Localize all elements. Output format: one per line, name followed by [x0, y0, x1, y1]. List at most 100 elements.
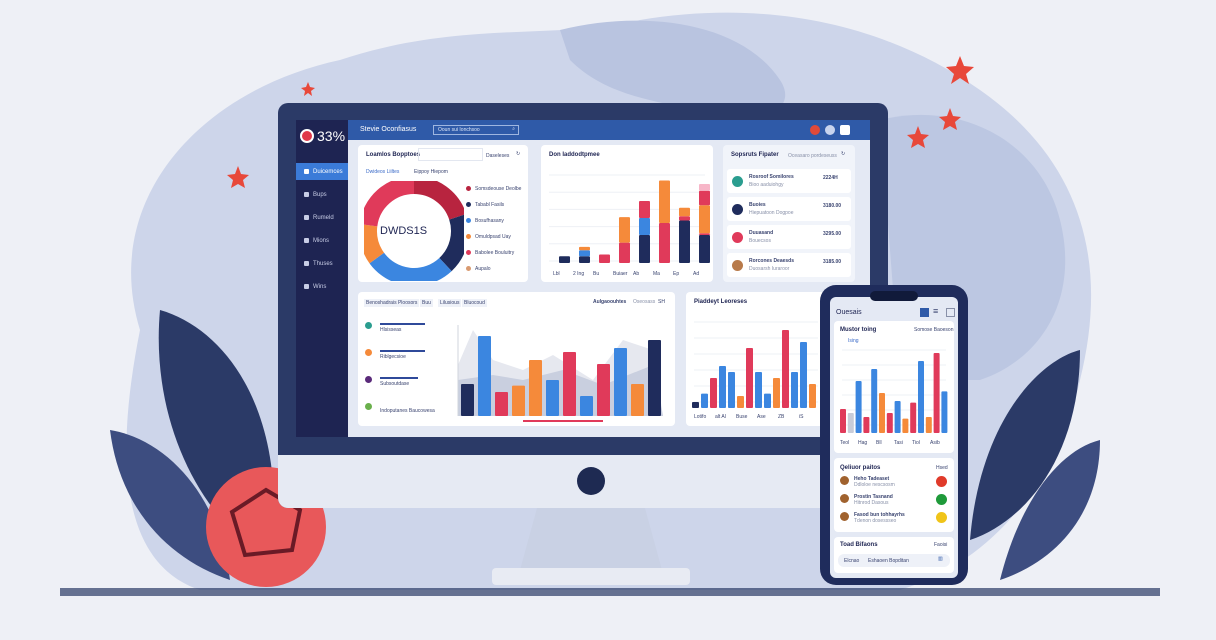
donut-chart: [364, 181, 464, 281]
legend-dot: [466, 250, 471, 255]
bar: [933, 353, 940, 433]
monitor-base: [492, 568, 690, 585]
bar: [631, 384, 644, 416]
app-logo: 33%: [300, 128, 345, 144]
refresh-icon[interactable]: ↻: [516, 151, 521, 157]
axis-label: Tasi: [894, 440, 903, 446]
bar: [791, 372, 798, 408]
footer-row[interactable]: Elcnao Eshaoen Bopditan ▥: [838, 554, 950, 567]
bar: [597, 364, 610, 416]
nav-icon: [304, 169, 309, 174]
nav-icon: [304, 215, 309, 220]
bar: [648, 340, 661, 416]
status-icon[interactable]: [936, 476, 947, 487]
sidebar-item[interactable]: Wins: [296, 278, 348, 295]
notification-icon[interactable]: [810, 125, 820, 135]
avatar: [732, 260, 743, 271]
search-icon: ⌕: [512, 126, 515, 132]
bar: [599, 254, 610, 263]
more-link[interactable]: Hsed: [936, 465, 948, 471]
stacked-bar-card: Don Iaddodtpmee Lbl 2 Ing Bu Buiaer Ab Ma Ep Ad: [541, 145, 713, 282]
avatar: [840, 494, 849, 503]
period-dropdown[interactable]: Somose Baoeson: [914, 327, 954, 333]
donut-input[interactable]: [418, 148, 483, 161]
tab[interactable]: Lilusious: [438, 299, 462, 307]
orders-card: Qeliuor paitos Hsed Heho Tadeaset Ddloloe…: [834, 458, 954, 532]
bar: [863, 417, 870, 433]
profile-icon[interactable]: [920, 308, 929, 317]
menu-icon[interactable]: ≡: [933, 306, 939, 316]
legend-dot: [466, 218, 471, 223]
avatar: [732, 232, 743, 243]
globe-icon[interactable]: [825, 125, 835, 135]
bar: [925, 417, 932, 433]
axis-label: Bll: [876, 440, 882, 446]
user-icon[interactable]: [840, 125, 850, 135]
settings-icon[interactable]: [946, 308, 955, 317]
bar: [719, 366, 726, 408]
bar: [701, 393, 708, 408]
bar: [692, 402, 699, 408]
bar: [478, 336, 491, 416]
bar: [639, 234, 650, 263]
bar: [710, 378, 717, 408]
status-icon[interactable]: [936, 512, 947, 523]
row-icon: [365, 349, 372, 356]
list-item[interactable]: Duuasand Bouecsos 3295.00: [727, 225, 851, 249]
tab[interactable]: Daseleses: [486, 153, 510, 159]
sidebar: 33% Duicemces Bups Rumeld Mions Thuses Wins: [296, 120, 348, 437]
bar: [639, 200, 650, 218]
bar: [679, 216, 690, 221]
sidebar-item[interactable]: Duicemces: [296, 163, 348, 180]
bar: [728, 372, 735, 408]
tab[interactable]: Benoshadrais Ploosors: [364, 299, 420, 307]
bar: [755, 372, 762, 408]
search-input[interactable]: Ooun sui Ionchsoo ⌕: [433, 125, 519, 135]
bar: [910, 402, 917, 433]
bar: [659, 223, 670, 263]
bar: [639, 217, 650, 235]
sidebar-item[interactable]: Bups: [296, 186, 348, 203]
list-item[interactable]: Buoies Hiepuatoon Dogpoe 3180.00: [727, 197, 851, 221]
tab[interactable]: Oceasaro pordeseuss: [788, 153, 837, 159]
axis-label: Teol: [840, 440, 849, 446]
list-item[interactable]: Rorcones Deaesds Duosarsh Iuraroor 3185.00: [727, 253, 851, 277]
bar: [782, 330, 789, 408]
bar: [559, 256, 570, 263]
bar: [619, 217, 630, 243]
bar: [879, 393, 885, 433]
axis-label: Buiaer: [613, 271, 628, 277]
sidebar-item[interactable]: Rumeld: [296, 209, 348, 226]
scroll-indicator[interactable]: [523, 420, 603, 422]
bar: [699, 205, 710, 234]
bar: [619, 242, 630, 263]
tab[interactable]: Buu: [420, 299, 433, 307]
grouped-bar-card: Piaddeyt Leoreses Lotifo alt Al Buse Ase ZB i…: [686, 292, 826, 426]
sidebar-item[interactable]: Mions: [296, 232, 348, 249]
refresh-icon[interactable]: ↻: [841, 151, 846, 157]
bar: [679, 207, 690, 217]
star-icons: [227, 56, 974, 188]
sidebar-item[interactable]: Thuses: [296, 255, 348, 272]
donut-slice: [364, 224, 385, 264]
axis-label: 2 Ing: [573, 271, 584, 277]
nav-icon: [304, 192, 309, 197]
bar: [546, 380, 559, 416]
legend-dot: [466, 202, 471, 207]
dashboard-screen: 33% Duicemces Bups Rumeld Mions Thuses Wins S…: [296, 120, 870, 437]
monitor-stand: [520, 508, 662, 570]
tab[interactable]: Bluocoud: [462, 299, 487, 307]
bar: [886, 413, 893, 433]
bar: [580, 396, 593, 416]
list-item[interactable]: Rosroof Somilores Bioo aaduiohgy 2224H: [727, 169, 851, 193]
transactions-card: Sopsruts Fipater Oceasaro pordeseuss ↻ R…: [723, 145, 855, 282]
tab[interactable]: Oseosass: [633, 299, 656, 305]
phone-frame: Ouesais ≡ Mustor toing Somose Baoeson Is…: [820, 285, 968, 585]
bar: [679, 220, 690, 263]
axis-label: alt Al: [715, 414, 726, 420]
overview-card: Benoshadrais Ploosors Buu Lilusious Bluocou…: [358, 292, 675, 426]
axis-label: Ase: [757, 414, 766, 420]
status-icon[interactable]: [936, 494, 947, 505]
axis-label: Ad: [693, 271, 699, 277]
area-series: [458, 365, 663, 416]
